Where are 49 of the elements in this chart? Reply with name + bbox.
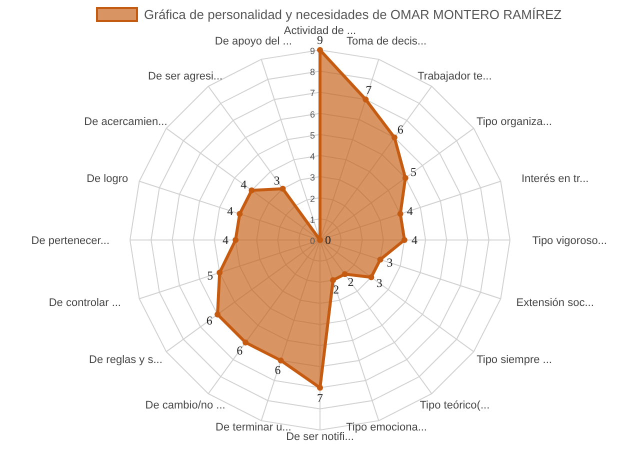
y-tick-label: 0: [310, 236, 315, 246]
y-tick-label: 8: [310, 67, 315, 78]
legend-label: Gráfica de personalidad y necesidades de OMAR MONTERO RAMÍREZ: [144, 7, 562, 22]
spoke-label: De terminar u...: [216, 421, 292, 434]
data-label: 6: [397, 122, 404, 136]
data-label: 4: [227, 204, 234, 218]
spoke-label: De acercamien...: [84, 116, 168, 128]
data-label: 6: [274, 362, 281, 377]
data-label: 0: [325, 233, 331, 247]
spoke-label: Tipo teórico(...: [420, 399, 490, 412]
data-label: 4: [411, 233, 418, 247]
y-tick-label: 3: [310, 172, 315, 183]
spoke-label: Tipo vigoroso...: [532, 235, 607, 247]
data-label: 3: [376, 276, 382, 290]
y-tick-label: 4: [310, 152, 315, 162]
spoke-label: De ser notifi...: [286, 431, 354, 443]
data-label: 7: [366, 82, 372, 97]
spoke-label: De ser agresi...: [148, 70, 223, 83]
data-label: 3: [386, 256, 393, 270]
spoke-label: Extensión soc...: [516, 297, 594, 310]
spoke-label: De reglas y s...: [89, 354, 162, 366]
y-tick-label: 9: [310, 46, 315, 56]
spoke-label: De cambio/no ...: [145, 399, 226, 412]
spoke-label: Tipo siempre ...: [476, 354, 552, 366]
data-label: 5: [410, 165, 416, 180]
spoke-label: Actividad de ...: [284, 25, 356, 37]
y-tick-label: 7: [310, 88, 315, 98]
spoke-label: Toma de decis...: [346, 35, 427, 48]
y-tick-label: 5: [310, 130, 315, 140]
data-label: 2: [333, 282, 340, 297]
y-tick-label: 1: [310, 214, 315, 225]
data-label: 6: [236, 344, 243, 358]
data-label: 4: [222, 233, 229, 247]
spoke-label: De controlar ...: [48, 297, 121, 310]
spoke-label: Trabajador te...: [418, 70, 492, 83]
y-tick-label: 2: [310, 194, 315, 204]
data-label: 2: [348, 275, 354, 290]
spoke-label: De apoyo del ...: [214, 35, 292, 48]
spoke-label: De logro: [86, 172, 128, 185]
data-label: 5: [207, 268, 214, 283]
data-label: 4: [240, 177, 247, 192]
data-label: 6: [206, 313, 212, 328]
spoke-label: Tipo organiza...: [476, 116, 552, 128]
spoke-label: Tipo emociona...: [346, 421, 427, 434]
spoke-label: Interés en tr...: [521, 172, 589, 185]
y-tick-label: 6: [310, 109, 315, 120]
data-label: 3: [274, 174, 280, 188]
spoke-label: De pertenecer...: [31, 235, 110, 247]
data-label: 4: [406, 204, 413, 218]
